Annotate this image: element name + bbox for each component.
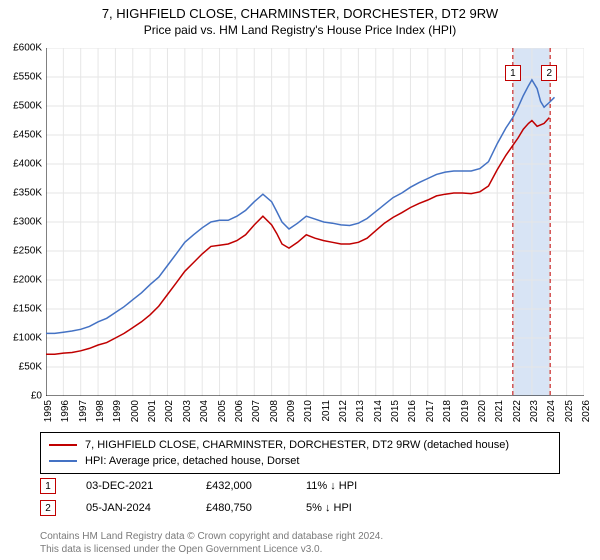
x-tick-label: 1999	[112, 400, 123, 422]
copyright-line-2: This data is licensed under the Open Gov…	[40, 543, 383, 556]
legend-box: 7, HIGHFIELD CLOSE, CHARMINSTER, DORCHES…	[40, 432, 560, 474]
x-tick-label: 2010	[303, 400, 314, 422]
chart-title: 7, HIGHFIELD CLOSE, CHARMINSTER, DORCHES…	[0, 6, 600, 21]
x-tick-label: 2008	[269, 400, 280, 422]
y-tick-label: £500K	[13, 101, 42, 112]
sale-marker: 2	[40, 500, 56, 516]
sale-row: 2 05-JAN-2024 £480,750 5% ↓ HPI	[40, 500, 352, 516]
legend-label: HPI: Average price, detached house, Dors…	[85, 455, 299, 467]
y-tick-label: £550K	[13, 72, 42, 83]
x-tick-label: 2014	[373, 400, 384, 422]
x-tick-label: 2018	[442, 400, 453, 422]
x-tick-label: 2026	[581, 400, 592, 422]
chart-area: £0£50K£100K£150K£200K£250K£300K£350K£400…	[46, 48, 584, 396]
sale-row: 1 03-DEC-2021 £432,000 11% ↓ HPI	[40, 478, 357, 494]
x-tick-label: 2025	[564, 400, 575, 422]
x-tick-label: 2023	[529, 400, 540, 422]
sale-price: £480,750	[206, 502, 276, 514]
x-tick-label: 2005	[217, 400, 228, 422]
y-tick-label: £150K	[13, 304, 42, 315]
sale-pct: 11% ↓ HPI	[306, 480, 357, 492]
x-tick-label: 2016	[407, 400, 418, 422]
legend-item: 7, HIGHFIELD CLOSE, CHARMINSTER, DORCHES…	[49, 437, 551, 453]
x-tick-label: 1997	[78, 400, 89, 422]
chart-subtitle: Price paid vs. HM Land Registry's House …	[0, 23, 600, 37]
y-tick-label: £450K	[13, 130, 42, 141]
y-tick-label: £600K	[13, 43, 42, 54]
x-tick-label: 2011	[321, 400, 332, 422]
x-tick-label: 2009	[286, 400, 297, 422]
y-tick-label: £100K	[13, 333, 42, 344]
x-tick-label: 2021	[494, 400, 505, 422]
chart-marker: 2	[541, 65, 557, 81]
x-tick-label: 2015	[390, 400, 401, 422]
x-tick-label: 2006	[234, 400, 245, 422]
x-tick-label: 2003	[182, 400, 193, 422]
x-tick-label: 2017	[425, 400, 436, 422]
y-tick-label: £50K	[19, 362, 42, 373]
copyright-notice: Contains HM Land Registry data © Crown c…	[40, 530, 383, 556]
y-tick-label: £250K	[13, 246, 42, 257]
x-tick-label: 2001	[147, 400, 158, 422]
x-tick-label: 2002	[164, 400, 175, 422]
sale-date: 05-JAN-2024	[86, 502, 176, 514]
chart-svg	[46, 48, 584, 396]
sale-pct: 5% ↓ HPI	[306, 502, 352, 514]
y-tick-label: £350K	[13, 188, 42, 199]
copyright-line-1: Contains HM Land Registry data © Crown c…	[40, 530, 383, 543]
x-tick-label: 2019	[460, 400, 471, 422]
x-tick-label: 2012	[338, 400, 349, 422]
x-tick-label: 1998	[95, 400, 106, 422]
x-tick-label: 2004	[199, 400, 210, 422]
legend-label: 7, HIGHFIELD CLOSE, CHARMINSTER, DORCHES…	[85, 439, 509, 451]
x-tick-label: 2024	[546, 400, 557, 422]
x-tick-label: 2013	[355, 400, 366, 422]
y-tick-label: £300K	[13, 217, 42, 228]
x-tick-label: 1995	[43, 400, 54, 422]
y-tick-label: £200K	[13, 275, 42, 286]
title-block: 7, HIGHFIELD CLOSE, CHARMINSTER, DORCHES…	[0, 0, 600, 37]
x-tick-label: 2020	[477, 400, 488, 422]
sale-date: 03-DEC-2021	[86, 480, 176, 492]
x-tick-label: 2000	[130, 400, 141, 422]
legend-swatch	[49, 444, 77, 446]
sale-price: £432,000	[206, 480, 276, 492]
x-tick-label: 2022	[512, 400, 523, 422]
y-tick-label: £400K	[13, 159, 42, 170]
legend-item: HPI: Average price, detached house, Dors…	[49, 453, 551, 469]
chart-marker: 1	[505, 65, 521, 81]
x-tick-label: 2007	[251, 400, 262, 422]
sale-marker: 1	[40, 478, 56, 494]
x-tick-label: 1996	[60, 400, 71, 422]
legend-swatch	[49, 460, 77, 462]
y-tick-label: £0	[31, 391, 42, 402]
